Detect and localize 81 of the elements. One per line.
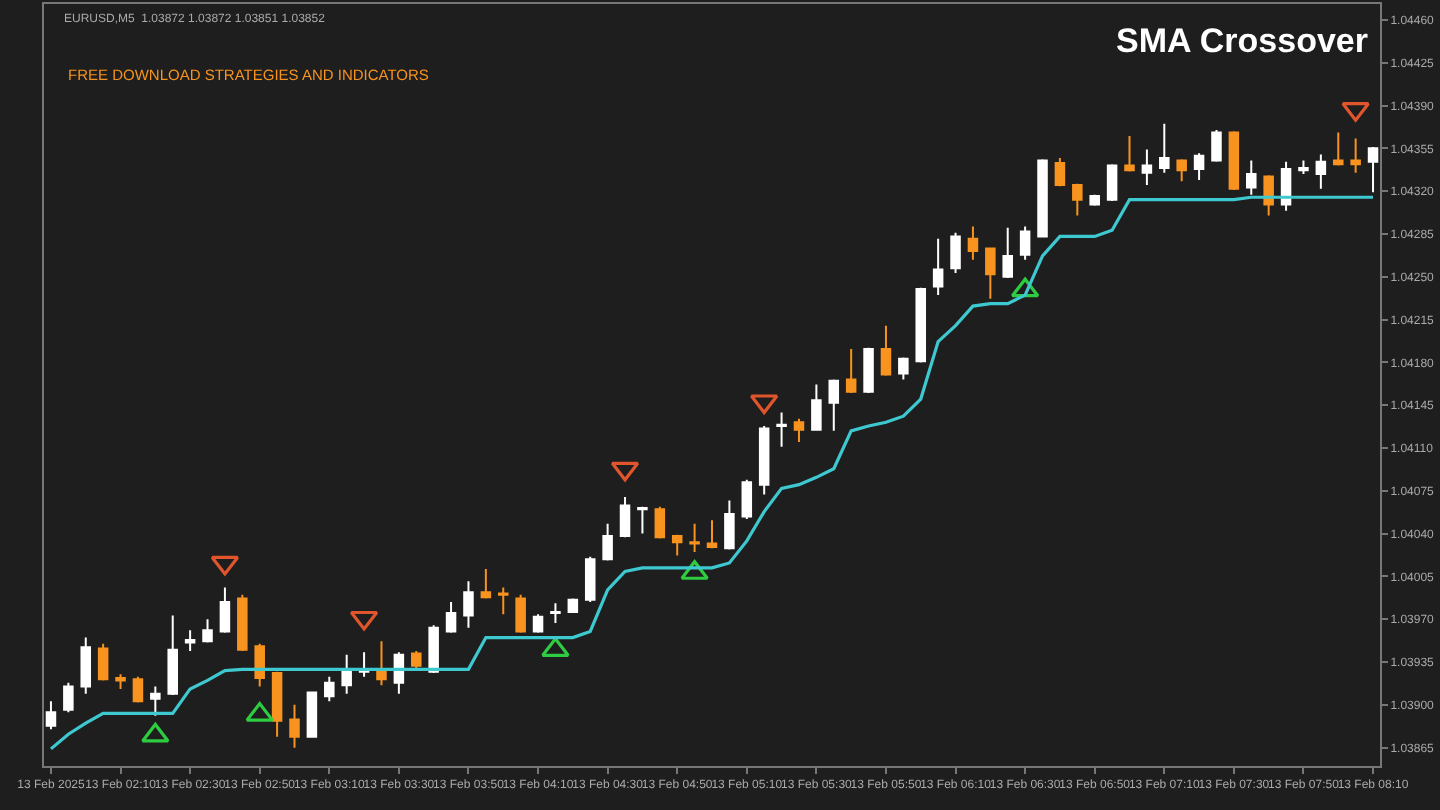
candlestick [1246,159,1257,196]
candlestick [567,597,579,615]
candlestick [758,424,770,496]
candlestick [411,650,422,671]
candlestick [1350,137,1361,174]
candlestick [480,568,492,600]
candlestick [1315,153,1327,190]
candlestick [1072,182,1083,217]
candlestick [515,593,526,634]
candlestick [619,495,631,539]
candlestick [932,237,944,297]
candlestick [184,629,196,653]
candlestick [1141,148,1153,187]
candlestick [689,522,700,553]
candlestick [532,613,544,634]
candlestick [428,624,439,675]
candlestick [1228,130,1240,191]
candlestick [97,642,109,682]
candlestick [497,586,509,616]
candlestick [271,670,283,738]
candlestick [1106,163,1118,202]
candlestick [445,601,457,634]
candlestick [45,700,57,731]
candlestick [1263,174,1274,217]
candlestick [1002,226,1013,279]
candlestick [863,346,874,394]
candlestick [985,246,996,300]
candlestick [150,685,161,717]
candlestick [671,533,683,557]
candlestick [898,356,909,381]
candlestick [1019,225,1031,261]
candlestick [1332,131,1344,167]
candlestick [202,618,213,644]
candlestick [654,505,666,540]
candlestick [1124,135,1135,173]
candlestick [376,640,387,687]
candlestick [915,286,927,364]
candlestick [1298,159,1309,176]
candlestick [1367,146,1379,194]
candlestick [602,522,613,562]
candlestick [324,675,335,703]
candlestick [845,347,857,394]
candlestick [289,703,300,749]
candlestick [358,651,370,678]
candlestick [1037,158,1048,239]
candlestick [550,602,561,624]
candlestick [880,324,892,377]
line-series [49,195,1375,751]
candlestick [306,690,318,739]
point [141,722,170,743]
candlestick [1211,128,1222,163]
point [610,461,640,482]
text: SMA Crossover [1116,22,1369,61]
candlestick [776,411,787,448]
candlestick [706,519,718,550]
point [749,394,779,415]
candlestick [1176,158,1187,183]
candlestick [741,478,753,520]
candlestick [967,225,979,261]
candlestick [115,673,126,690]
candlestick [1280,160,1292,212]
candlestick [63,681,74,714]
candlestick [167,614,178,697]
candlestick [1054,157,1066,188]
candlestick [463,580,474,629]
candlestick [1159,122,1170,174]
candlestick [254,642,265,688]
candlestick [811,383,822,432]
candlestick [637,505,648,535]
candlestick [132,675,144,704]
candlestick [80,636,92,695]
candlestick [1193,152,1205,182]
candlestick [950,231,961,275]
candlestick [724,499,735,551]
candlestick [219,586,231,634]
candlestick [237,593,248,653]
candlestick [1089,193,1100,207]
candlestick [793,417,805,443]
candlestick [584,555,596,604]
candlestick [341,653,352,695]
candlestick [828,378,840,432]
